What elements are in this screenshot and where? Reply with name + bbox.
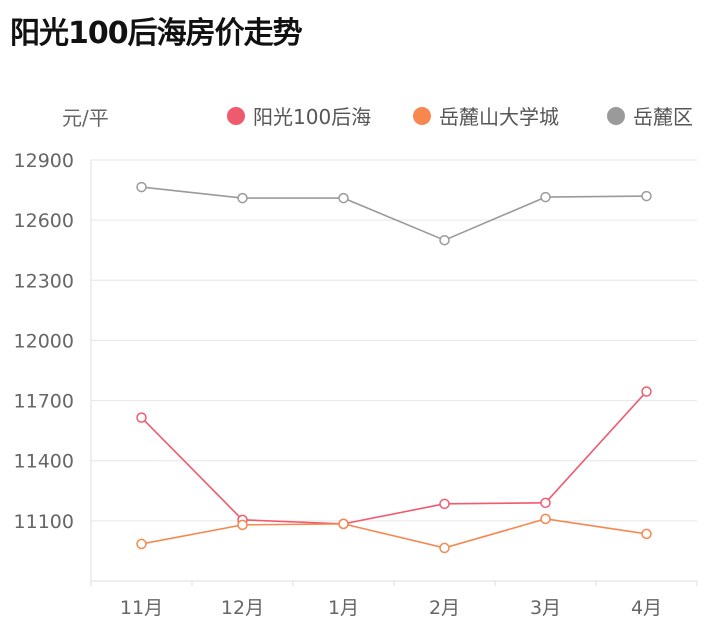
data-point [136, 181, 147, 193]
data-point [237, 519, 248, 531]
data-point [641, 386, 652, 397]
data-point [641, 190, 652, 202]
data-point [338, 192, 349, 204]
data-point [338, 518, 349, 530]
series-line [141, 518, 647, 549]
data-point [439, 542, 450, 554]
chart-title: 阳光100后海房价走势 [10, 16, 303, 51]
legend-marker [413, 107, 431, 125]
legend-marker [227, 107, 245, 125]
y-tick-label: 11400 [14, 451, 74, 473]
y-tick-label: 11700 [14, 391, 74, 413]
data-point [439, 498, 450, 510]
data-point [540, 191, 551, 203]
x-tick-label: 12月 [221, 597, 264, 619]
x-tick-label: 1月 [328, 597, 359, 619]
data-point [237, 192, 248, 204]
y-tick-label: 11100 [14, 511, 74, 533]
y-tick-label: 12900 [14, 150, 74, 172]
legend-label: 岳麓山大学城 [439, 105, 559, 129]
x-tick-label: 4月 [631, 597, 662, 619]
x-tick-label: 3月 [530, 597, 561, 619]
data-point [136, 538, 147, 550]
series-line [141, 186, 647, 242]
x-tick-label: 11月 [120, 597, 163, 619]
y-tick-label: 12000 [14, 330, 74, 352]
x-tick-label: 2月 [429, 597, 460, 619]
data-point [641, 528, 652, 540]
legend-label: 阳光100后海 [253, 105, 371, 129]
y-axis-unit: 元/平 [62, 106, 109, 130]
legend-marker [607, 107, 625, 125]
data-point [439, 234, 450, 246]
y-tick-label: 12300 [14, 270, 74, 292]
data-point [136, 412, 147, 423]
data-point [540, 497, 551, 509]
legend-label: 岳麓区 [633, 105, 693, 129]
series-line [140, 391, 648, 525]
y-tick-label: 12600 [14, 210, 74, 232]
data-point [540, 513, 551, 525]
